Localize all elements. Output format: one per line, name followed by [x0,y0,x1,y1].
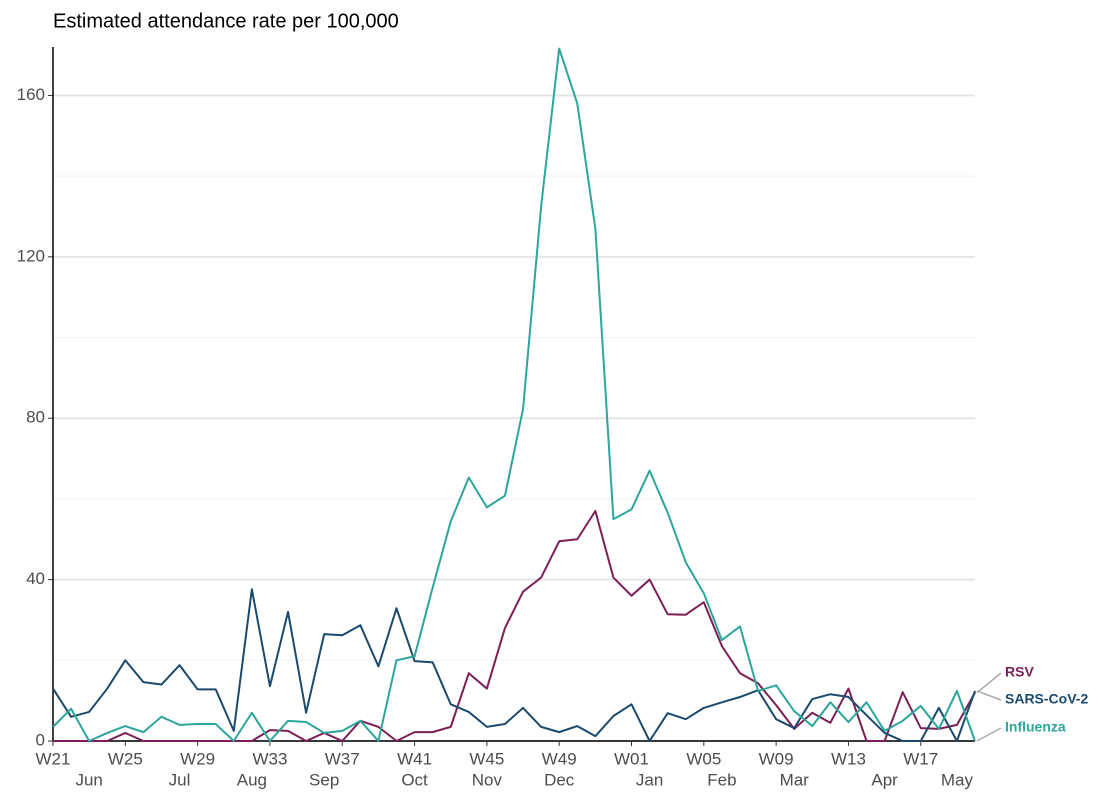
x-tick-label: W01 [614,749,649,768]
x-tick-label: W37 [325,749,360,768]
series-label: SARS-CoV-2 [1005,691,1088,707]
y-tick-label: 120 [17,246,45,265]
month-label: Jun [75,770,102,789]
y-tick-label: 0 [36,730,45,749]
month-label: Feb [707,770,736,789]
month-label: Aug [237,770,267,789]
month-label: Mar [780,770,810,789]
series-label: RSV [1005,664,1034,680]
month-label: Apr [871,770,898,789]
x-tick-label: W05 [686,749,721,768]
label-leader [976,690,1002,701]
x-tick-label: W41 [397,749,432,768]
x-tick-label: W13 [831,749,866,768]
label-leader [976,672,1002,694]
y-tick-label: 160 [17,85,45,104]
series-line [52,588,976,742]
month-label: Sep [309,770,339,789]
month-label: Jul [169,770,191,789]
chart-title: Estimated attendance rate per 100,000 [53,10,399,32]
x-tick-label: W45 [469,749,504,768]
month-label: Nov [472,770,503,789]
month-label: Jan [636,770,663,789]
y-tick-label: 40 [26,569,45,588]
label-leader [976,727,1002,742]
series-line [52,47,976,742]
x-tick-label: W33 [252,749,287,768]
series-line [53,510,976,742]
x-tick-label: W21 [36,749,71,768]
y-tick-label: 80 [26,408,45,427]
month-label: Dec [544,770,575,789]
x-tick-label: W09 [759,749,794,768]
month-label: May [941,770,974,789]
x-tick-label: W25 [108,749,143,768]
series-label: Influenza [1005,719,1066,735]
month-label: Oct [401,770,428,789]
x-tick-label: W17 [903,749,938,768]
x-tick-label: W49 [542,749,577,768]
x-tick-label: W29 [180,749,215,768]
